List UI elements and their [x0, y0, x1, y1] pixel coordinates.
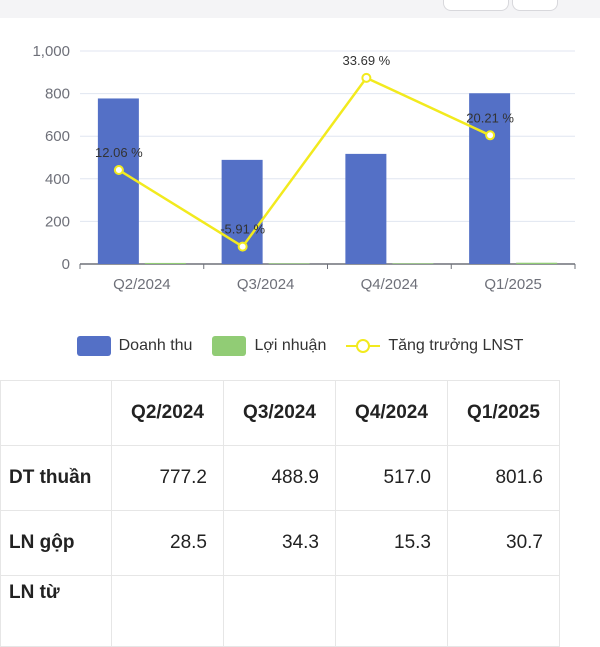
table-cell: 34.3 — [223, 510, 336, 576]
table-header-cell: Q1/2025 — [447, 380, 560, 446]
revenue-bar — [97, 98, 139, 265]
growth-data-label: 20.21 % — [466, 110, 514, 125]
row-label: LN từ — [0, 575, 112, 647]
growth-line — [118, 76, 491, 249]
legend-item-profit[interactable]: Lợi nhuận — [212, 336, 326, 356]
growth-point — [361, 72, 372, 83]
table-cell — [447, 575, 560, 647]
legend-item-revenue[interactable]: Doanh thu — [76, 336, 193, 356]
table-row: LN gộp 28.5 34.3 15.3 30.7 — [0, 510, 560, 576]
y-tick-label: 200 — [45, 213, 70, 230]
table-header-cell: Q2/2024 — [111, 380, 224, 446]
profit-bar — [268, 263, 310, 264]
profit-bar — [516, 262, 558, 264]
y-tick-label: 800 — [45, 86, 70, 103]
table-header-cell — [0, 380, 112, 446]
y-tick-label: 0 — [62, 256, 70, 273]
growth-point — [485, 130, 496, 141]
table-header-cell: Q4/2024 — [335, 380, 448, 446]
financial-table: Q2/2024 Q3/2024 Q4/2024 Q1/2025 DT thuần… — [0, 380, 560, 647]
table-cell — [111, 575, 224, 647]
table-cell: 801.6 — [447, 445, 560, 511]
growth-data-label: -5.91 % — [220, 222, 265, 237]
legend-label-growth: Tăng trưởng LNST — [388, 337, 524, 354]
row-label: DT thuần — [0, 445, 112, 511]
table-row: DT thuần 777.2 488.9 517.0 801.6 — [0, 445, 560, 511]
legend-label-revenue: Doanh thu — [118, 337, 193, 354]
legend-swatch-profit — [212, 336, 247, 356]
legend-swatch-revenue — [76, 336, 111, 356]
x-tick-label: Q2/2024 — [113, 276, 171, 293]
table-cell: 30.7 — [447, 510, 560, 576]
table-cell: 517.0 — [335, 445, 448, 511]
table-header-row: Q2/2024 Q3/2024 Q4/2024 Q1/2025 — [0, 380, 560, 446]
table-cell: 28.5 — [111, 510, 224, 576]
table-cell — [335, 575, 448, 647]
revenue-profit-chart: 0 200 400 600 800 1,000 Q2/2024 Q3/2024 Q4/2024 Q… — [32, 43, 576, 293]
growth-point — [237, 241, 248, 252]
y-tick-label: 1,000 — [32, 43, 70, 60]
growth-point — [113, 165, 124, 176]
top-toolbar-strip — [0, 0, 600, 18]
toolbar-tab-left[interactable] — [443, 0, 509, 11]
row-label: LN gộp — [0, 510, 112, 576]
table-cell: 15.3 — [335, 510, 448, 576]
revenue-bar — [345, 153, 387, 264]
y-tick-label: 600 — [45, 128, 70, 145]
growth-data-label: 33.69 % — [343, 53, 391, 68]
legend-swatch-growth — [346, 336, 381, 356]
x-tick-label: Q1/2025 — [484, 276, 542, 293]
chart-legend: Doanh thu Lợi nhuận Tăng trưởng LNST — [0, 328, 600, 364]
legend-label-profit: Lợi nhuận — [254, 337, 327, 354]
x-tick-label: Q3/2024 — [237, 276, 295, 293]
x-tick-label: Q4/2024 — [361, 276, 419, 293]
legend-item-growth[interactable]: Tăng trưởng LNST — [346, 336, 523, 356]
table-cell: 488.9 — [223, 445, 336, 511]
growth-data-label: 12.06 % — [95, 145, 143, 160]
table-row: LN từ — [0, 575, 560, 647]
revenue-bar — [469, 93, 511, 264]
toolbar-tab-right[interactable] — [512, 0, 558, 11]
profit-bar — [144, 262, 186, 264]
profit-bar — [392, 263, 434, 264]
table-cell: 777.2 — [111, 445, 224, 511]
table-header-cell: Q3/2024 — [223, 380, 336, 446]
table-cell — [223, 575, 336, 647]
y-tick-label: 400 — [45, 171, 70, 188]
